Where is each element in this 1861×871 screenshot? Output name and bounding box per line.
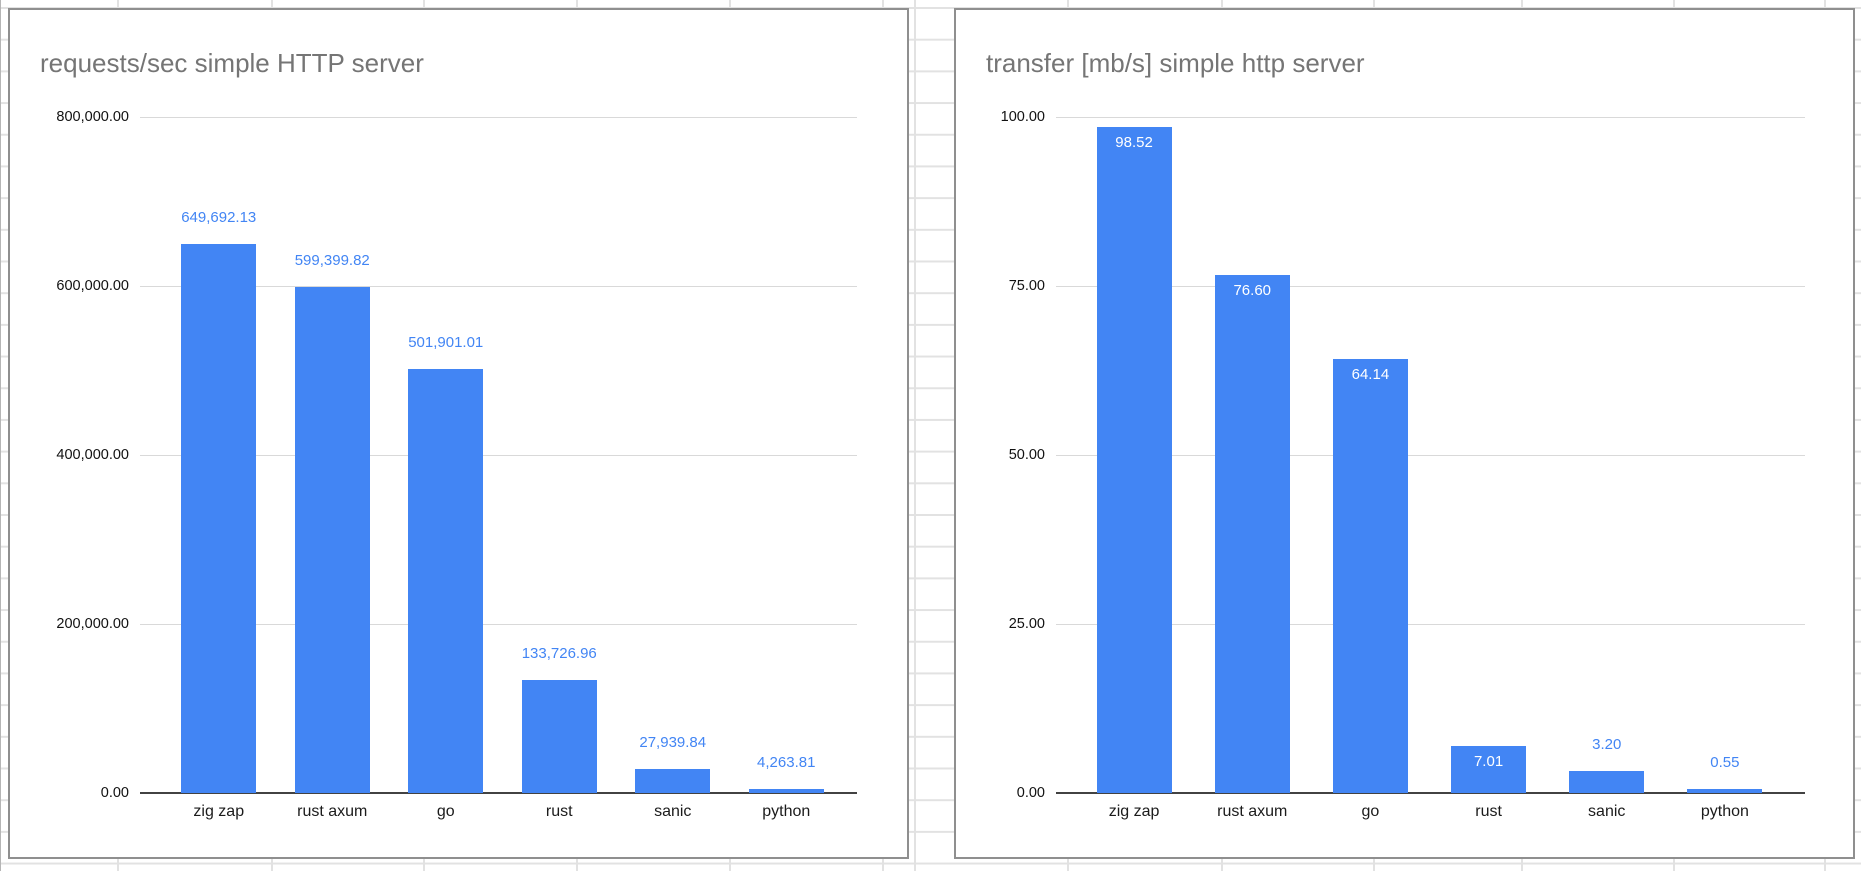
bar-zig-zap <box>181 244 257 793</box>
y-gridline <box>1056 117 1805 118</box>
bar-value-label: 98.52 <box>1115 134 1153 151</box>
y-gridline <box>1056 624 1805 625</box>
chart-card-requests-per-sec[interactable]: requests/sec simple HTTP server 800,000.… <box>8 8 909 859</box>
bar-rust-axum <box>1214 275 1290 793</box>
bar-value-label: 649,692.13 <box>181 209 257 226</box>
y-axis-tick-label: 200,000.00 <box>56 616 129 632</box>
plot-area: 800,000.00 600,000.00 400,000.00 200,000.00… <box>10 10 907 857</box>
y-axis-tick-label: 75.00 <box>1008 278 1045 294</box>
y-gridline <box>1056 286 1805 287</box>
bar-value-label: 133,726.96 <box>521 645 597 662</box>
bar-sanic <box>635 769 711 793</box>
x-axis-category-label: go <box>1361 803 1380 820</box>
x-axis-line <box>1056 792 1805 794</box>
y-gridline <box>140 117 857 118</box>
sheet-column-gridline <box>914 0 916 871</box>
y-axis-tick-label: 600,000.00 <box>56 278 129 294</box>
y-axis-tick-label: 50.00 <box>1008 447 1045 463</box>
bar-rust-axum <box>294 286 370 793</box>
x-axis-category-label: rust <box>1475 803 1502 820</box>
y-axis-tick-label: 400,000.00 <box>56 447 129 463</box>
bar-value-label: 76.60 <box>1233 282 1272 300</box>
x-axis-category-label: zig zap <box>193 803 245 820</box>
y-gridline <box>140 455 857 456</box>
bar-value-label: 501,901.01 <box>408 333 484 351</box>
y-axis-tick-label: 0.00 <box>100 785 129 801</box>
bar-value-label: 0.55 <box>1710 754 1740 772</box>
y-axis-tick-label: 0.00 <box>1016 785 1045 801</box>
x-axis-category-label: rust axum <box>297 803 368 820</box>
bar-value-label: 599,399.82 <box>294 251 370 269</box>
y-axis-tick-label: 800,000.00 <box>56 109 129 125</box>
bar-zig-zap <box>1096 127 1172 793</box>
x-axis-category-label: python <box>1700 803 1749 820</box>
chart-title: requests/sec simple HTTP server <box>40 48 424 78</box>
bar-rust <box>1451 745 1527 793</box>
x-axis-line <box>140 792 857 794</box>
bar-value-label: 7.01 <box>1473 752 1504 770</box>
bar-value-label: 64.14 <box>1351 366 1390 384</box>
x-axis-category-label: rust axum <box>1217 803 1288 820</box>
y-axis-tick-label: 25.00 <box>1008 616 1045 632</box>
x-axis-category-label: rust <box>545 803 573 820</box>
bar-python <box>748 789 824 793</box>
chart-title: transfer [mb/s] simple http server <box>986 48 1365 78</box>
x-axis-category-label: sanic <box>654 803 692 820</box>
bar-rust <box>521 680 597 793</box>
x-axis-category-label: zig zap <box>1108 803 1160 820</box>
bar-value-label: 27,939.84 <box>639 734 707 752</box>
y-axis-tick-label: 100.00 <box>1000 109 1045 125</box>
bar-go <box>408 368 484 793</box>
bar-value-label: 3.20 <box>1592 736 1622 754</box>
chart-card-transfer-mbps[interactable]: transfer [mb/s] simple http server 100.0… <box>954 8 1855 859</box>
plot-area: 100.00 75.00 50.00 25.00 0.00 98.52 zig zap 76.… <box>956 10 1853 857</box>
x-axis-category-label: go <box>436 803 455 820</box>
x-axis-category-label: sanic <box>1588 803 1626 820</box>
bar-go <box>1332 359 1408 793</box>
y-gridline <box>140 286 857 287</box>
bar-python <box>1687 789 1763 793</box>
x-axis-category-label: python <box>762 803 811 820</box>
bar-sanic <box>1569 771 1645 793</box>
bar-value-label: 4,263.81 <box>757 754 816 772</box>
y-gridline <box>1056 455 1805 456</box>
y-gridline <box>140 624 857 625</box>
